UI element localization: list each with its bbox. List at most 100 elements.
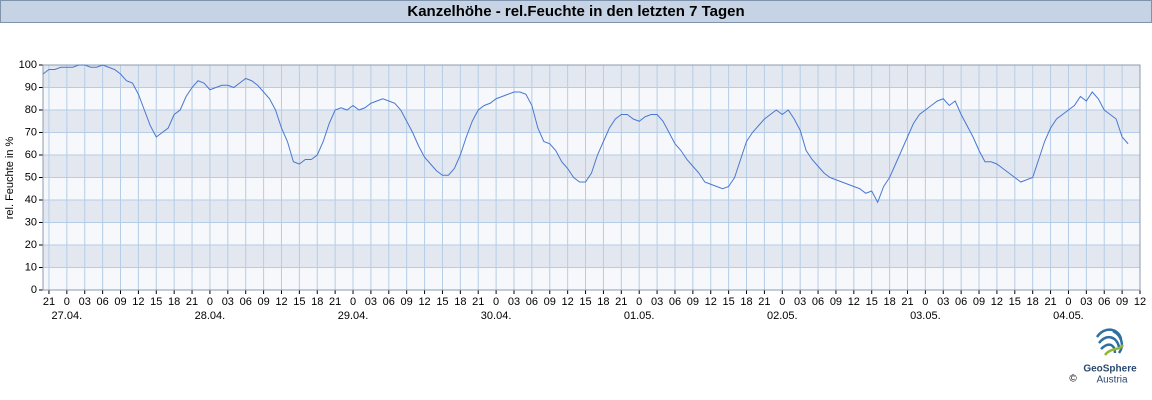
y-tick-label: 90	[25, 81, 37, 93]
x-tick-label: 21	[329, 296, 341, 308]
x-tick-label: 12	[562, 296, 574, 308]
y-tick-label: 0	[31, 284, 37, 296]
x-tick-label: 18	[1027, 296, 1039, 308]
x-tick-label: 21	[615, 296, 627, 308]
plot-band	[43, 222, 1140, 245]
x-tick-label: 09	[830, 296, 842, 308]
plot-band	[43, 110, 1140, 133]
date-label: 03.05.	[910, 310, 941, 322]
x-tick-label: 0	[493, 296, 499, 308]
x-tick-label: 06	[96, 296, 108, 308]
x-tick-label: 21	[186, 296, 198, 308]
x-tick-label: 21	[758, 296, 770, 308]
y-tick-label: 30	[25, 216, 37, 228]
x-tick-label: 06	[955, 296, 967, 308]
x-tick-label: 0	[779, 296, 785, 308]
date-label: 28.04.	[195, 310, 226, 322]
x-tick-label: 21	[43, 296, 55, 308]
x-tick-label: 03	[508, 296, 520, 308]
x-tick-label: 03	[937, 296, 949, 308]
x-tick-label: 06	[812, 296, 824, 308]
x-tick-label: 12	[1134, 296, 1146, 308]
logo	[1095, 328, 1125, 356]
plot-band	[43, 87, 1140, 110]
y-axis-label: rel. Feuchte in %	[4, 137, 16, 220]
date-label: 30.04.	[481, 310, 512, 322]
x-tick-label: 09	[544, 296, 556, 308]
y-tick-label: 10	[25, 261, 37, 273]
plot-band	[43, 132, 1140, 155]
date-label: 29.04.	[338, 310, 369, 322]
y-tick-label: 50	[25, 171, 37, 183]
x-tick-label: 0	[1065, 296, 1071, 308]
x-tick-label: 12	[705, 296, 717, 308]
x-tick-label: 15	[293, 296, 305, 308]
x-tick-label: 18	[454, 296, 466, 308]
date-label: 27.04.	[52, 310, 83, 322]
logo-copyright: ©	[1069, 374, 1077, 385]
x-tick-label: 15	[150, 296, 162, 308]
x-tick-label: 18	[740, 296, 752, 308]
x-tick-label: 06	[669, 296, 681, 308]
x-tick-label: 12	[848, 296, 860, 308]
x-tick-label: 15	[866, 296, 878, 308]
x-tick-label: 15	[436, 296, 448, 308]
logo-mark	[1104, 344, 1125, 356]
x-tick-label: 15	[1009, 296, 1021, 308]
logo-mark	[1095, 328, 1124, 354]
x-tick-label: 0	[64, 296, 70, 308]
data-line	[42, 64, 1129, 204]
x-tick-label: 12	[132, 296, 144, 308]
x-tick-label: 21	[1044, 296, 1056, 308]
logo-sub: Austria	[1096, 375, 1128, 386]
x-tick-label: 0	[207, 296, 213, 308]
x-tick-label: 09	[401, 296, 413, 308]
plot-frame	[42, 64, 1141, 291]
x-tick-label: 03	[651, 296, 663, 308]
x-tick-label: 09	[1116, 296, 1128, 308]
x-tick-label: 03	[222, 296, 234, 308]
x-tick-label: 12	[418, 296, 430, 308]
y-tick-label: 60	[25, 149, 37, 161]
x-tick-label: 03	[365, 296, 377, 308]
x-tick-label: 18	[597, 296, 609, 308]
x-tick-label: 0	[350, 296, 356, 308]
x-tick-label: 06	[240, 296, 252, 308]
chart-title: Kanzelhöhe - rel.Feuchte in den letzten …	[407, 3, 744, 20]
x-tick-label: 03	[794, 296, 806, 308]
x-tick-label: 18	[168, 296, 180, 308]
x-tick-label: 0	[922, 296, 928, 308]
plot-band	[43, 245, 1140, 268]
plot-band	[43, 200, 1140, 223]
x-tick-label: 21	[901, 296, 913, 308]
logo-name: GeoSphere	[1083, 364, 1137, 375]
plot-band	[43, 177, 1140, 200]
x-tick-label: 12	[991, 296, 1003, 308]
x-tick-label: 06	[526, 296, 538, 308]
x-tick-label: 09	[114, 296, 126, 308]
x-tick-label: 15	[579, 296, 591, 308]
x-tick-label: 06	[383, 296, 395, 308]
x-tick-label: 18	[311, 296, 323, 308]
x-tick-label: 0	[636, 296, 642, 308]
date-label: 01.05.	[624, 310, 655, 322]
y-tick-label: 70	[25, 126, 37, 138]
x-tick-label: 09	[973, 296, 985, 308]
x-tick-label: 15	[723, 296, 735, 308]
x-tick-label: 21	[472, 296, 484, 308]
x-tick-label: 12	[275, 296, 287, 308]
x-tick-label: 09	[257, 296, 269, 308]
x-tick-label: 06	[1098, 296, 1110, 308]
x-tick-label: 03	[1080, 296, 1092, 308]
x-tick-label: 03	[79, 296, 91, 308]
date-label: 02.05.	[767, 310, 798, 322]
y-tick-label: 100	[19, 59, 37, 71]
y-tick-label: 40	[25, 194, 37, 206]
x-tick-label: 18	[883, 296, 895, 308]
date-label: 04.05.	[1053, 310, 1084, 322]
y-tick-label: 20	[25, 239, 37, 251]
x-tick-label: 09	[687, 296, 699, 308]
plot-band	[43, 155, 1140, 178]
plot-band	[43, 267, 1140, 290]
